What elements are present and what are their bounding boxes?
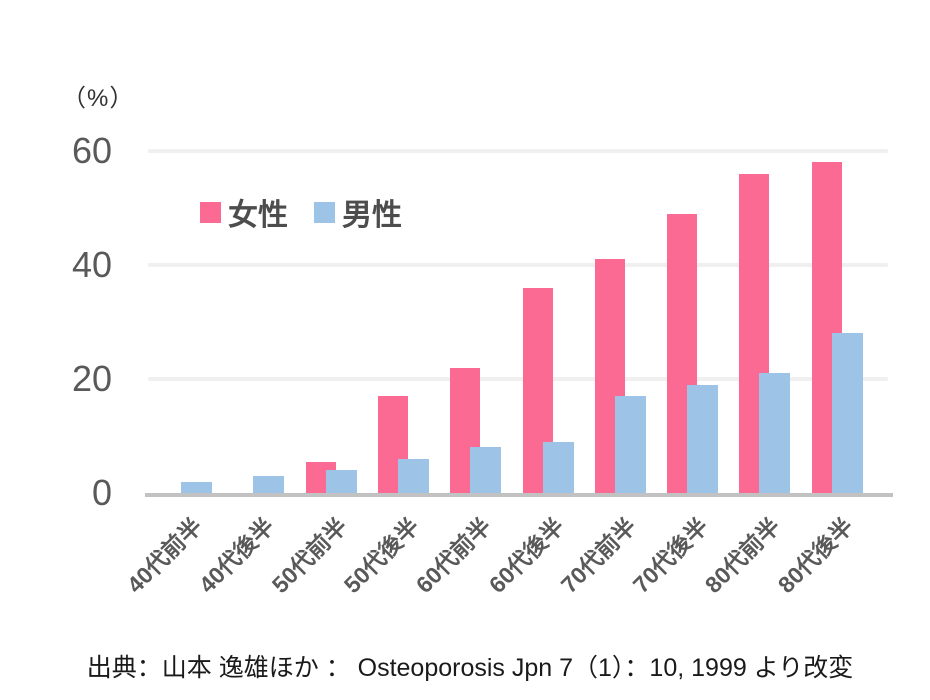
male-bar-50代後半 <box>397 458 429 493</box>
female-series-swatch-icon <box>200 201 221 223</box>
y-tick-label-20: 20 <box>71 358 112 399</box>
male-series-swatch-icon <box>314 201 335 223</box>
male-bar-50代前半 <box>325 470 357 493</box>
y-tick-label-40: 40 <box>71 244 112 285</box>
gridline-40 <box>148 263 888 267</box>
legend-item-male: 男性 <box>314 190 402 234</box>
gridline-60 <box>148 149 888 153</box>
x-axis-line <box>145 493 893 497</box>
male-bar-60代後半 <box>542 441 574 493</box>
female-series-label: 女性 <box>228 199 288 232</box>
y-tick-label-0: 0 <box>91 472 112 513</box>
legend-item-female: 女性 <box>200 190 288 234</box>
male-bar-40代後半 <box>253 475 285 493</box>
y-axis-unit-label: （%） <box>62 85 135 112</box>
male-bar-70代前半 <box>614 396 646 493</box>
male-bar-70代後半 <box>687 384 719 493</box>
male-series-label: 男性 <box>342 199 402 232</box>
male-bar-80代前半 <box>759 373 791 493</box>
gridline-20 <box>148 377 888 381</box>
legend: 女性 男性 <box>200 190 402 234</box>
plot-area: 女性 男性 <box>148 136 888 493</box>
male-bar-40代前半 <box>181 481 212 493</box>
male-bar-80代後半 <box>831 333 863 493</box>
source-note: 出典：山本 逸雄ほか ： Osteoporosis Jpn 7（1）：10, 1… <box>86 654 854 682</box>
y-tick-label-60: 60 <box>71 130 112 171</box>
male-bar-60代前半 <box>470 447 502 493</box>
